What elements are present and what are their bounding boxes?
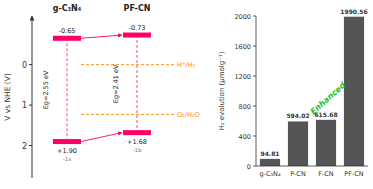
x-tick-label: g-C₃N₄ (259, 170, 280, 178)
y-axis-line (256, 16, 257, 166)
annotation: Enhanced (309, 80, 348, 116)
valence-band (123, 130, 151, 135)
reference-line (81, 64, 174, 65)
bar (260, 159, 280, 166)
bars (260, 17, 364, 166)
transfer-arrow (81, 133, 122, 142)
y-axis-label: V vs NHE (V) (3, 73, 12, 121)
band-gap-line (137, 35, 138, 133)
band-diagram: 0 1 2 V vs NHE (V) H⁺/H₂ O₂/H₂O g-C₃N₄ -0.65 +1.… (3, 4, 200, 178)
data-label: 594.02 (286, 112, 309, 119)
category-label: PF-CN (124, 4, 151, 13)
y-tick-label: 800 (239, 103, 251, 111)
y-tick-label: 2000 (234, 13, 251, 21)
x-tick-label: PF-CN (344, 170, 364, 178)
y-tick-label: 400 (239, 133, 251, 141)
conduction-band (53, 36, 81, 41)
y-tick (253, 16, 256, 17)
x-tick-label: P-CN (290, 170, 306, 178)
y-tick (29, 145, 32, 146)
y-axis-label: H₂ evolution (μmolg⁻¹) (218, 51, 226, 130)
y-tick-label: 1200 (234, 73, 251, 81)
y-tick-label: 2 (22, 142, 27, 151)
x-axis-line (256, 166, 368, 167)
valence-band (53, 139, 81, 144)
y-tick-label: 0 (247, 163, 251, 171)
data-label: 1990.56 (340, 8, 367, 15)
bandgap-label: Eg=2.55 eV (42, 70, 50, 109)
y-tick (29, 105, 32, 106)
bar-chart: 0 400 800 1200 1600 2000 g-C₃N₄ P-CN F-CN PF-CN H₂… (218, 8, 368, 178)
reference-line (81, 114, 174, 115)
band-gap-line (67, 38, 68, 141)
cb-label: -0.73 (129, 24, 146, 32)
y-tick-label: 1 (22, 101, 27, 110)
data-label: 94.81 (261, 150, 280, 157)
y-tick (253, 46, 256, 47)
y-tick-label: 1600 (234, 43, 251, 51)
conduction-band (123, 33, 151, 38)
y-tick (253, 76, 256, 77)
y-tick (253, 136, 256, 137)
bandgap-label: Eg=2.41 eV (112, 64, 120, 103)
y-tick (253, 106, 256, 107)
y-tick (253, 166, 256, 167)
y-axis-line (32, 16, 33, 178)
vb-label: +1.90 (57, 147, 77, 155)
bar (344, 17, 364, 166)
reference-label: O₂/H₂O (177, 111, 200, 119)
x-tick-label: F-CN (318, 170, 334, 178)
reference-label: H⁺/H₂ (177, 61, 195, 69)
transfer-arrow (81, 35, 122, 38)
bar (316, 120, 336, 166)
vb-tag: -1s (63, 156, 71, 162)
y-tick (29, 64, 32, 65)
category-label: g-C₃N₄ (53, 4, 82, 13)
chart-root: 0 1 2 V vs NHE (V) H⁺/H₂ O₂/H₂O g-C₃N₄ -0.65 +1.… (0, 0, 373, 189)
vb-label: +1.68 (127, 138, 147, 146)
cb-label: -0.65 (59, 27, 76, 35)
vb-tag: -1b (133, 147, 142, 153)
band-marks (53, 33, 174, 145)
y-tick-label: 0 (22, 61, 27, 70)
bar (288, 121, 308, 166)
